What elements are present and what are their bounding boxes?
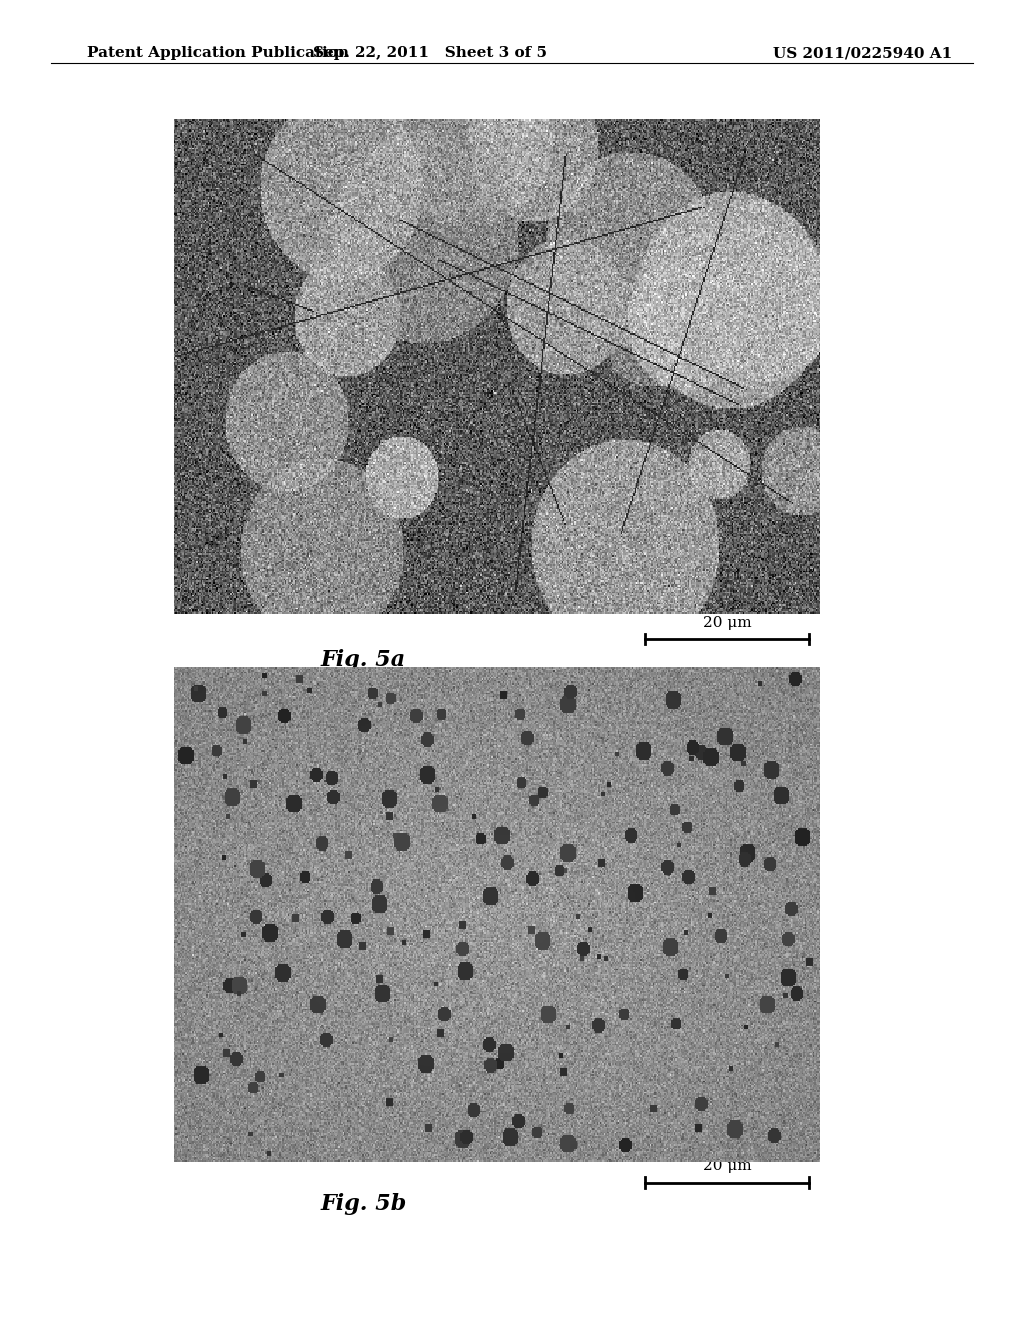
Text: Patent Application Publication: Patent Application Publication [87,46,349,61]
Text: Sep. 22, 2011   Sheet 3 of 5: Sep. 22, 2011 Sheet 3 of 5 [313,46,547,61]
Text: 20 μm: 20 μm [702,615,752,630]
Text: 20 μm: 20 μm [702,1159,752,1173]
Text: US 2011/0225940 A1: US 2011/0225940 A1 [773,46,952,61]
Text: Fig. 5b: Fig. 5b [321,1193,407,1216]
Text: Fig. 5a: Fig. 5a [321,649,407,672]
